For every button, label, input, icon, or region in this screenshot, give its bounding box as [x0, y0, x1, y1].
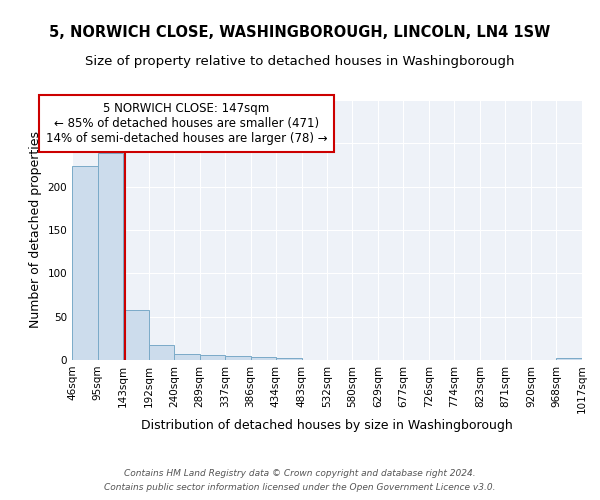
Bar	[123, 310, 149, 360]
Bar	[225, 356, 251, 360]
X-axis label: Distribution of detached houses by size in Washingborough: Distribution of detached houses by size …	[141, 419, 513, 432]
Y-axis label: Number of detached properties: Number of detached properties	[29, 132, 42, 328]
Bar	[72, 166, 98, 360]
Bar	[98, 153, 123, 360]
Bar	[200, 355, 225, 360]
Bar	[556, 358, 582, 360]
Text: Size of property relative to detached houses in Washingborough: Size of property relative to detached ho…	[85, 55, 515, 68]
Bar	[276, 358, 302, 360]
Text: Contains public sector information licensed under the Open Government Licence v3: Contains public sector information licen…	[104, 484, 496, 492]
Text: 5, NORWICH CLOSE, WASHINGBOROUGH, LINCOLN, LN4 1SW: 5, NORWICH CLOSE, WASHINGBOROUGH, LINCOL…	[49, 25, 551, 40]
Bar	[174, 354, 200, 360]
Bar	[251, 358, 276, 360]
Text: Contains HM Land Registry data © Crown copyright and database right 2024.: Contains HM Land Registry data © Crown c…	[124, 468, 476, 477]
Text: 5 NORWICH CLOSE: 147sqm
← 85% of detached houses are smaller (471)
14% of semi-d: 5 NORWICH CLOSE: 147sqm ← 85% of detache…	[46, 102, 328, 144]
Bar	[149, 346, 174, 360]
